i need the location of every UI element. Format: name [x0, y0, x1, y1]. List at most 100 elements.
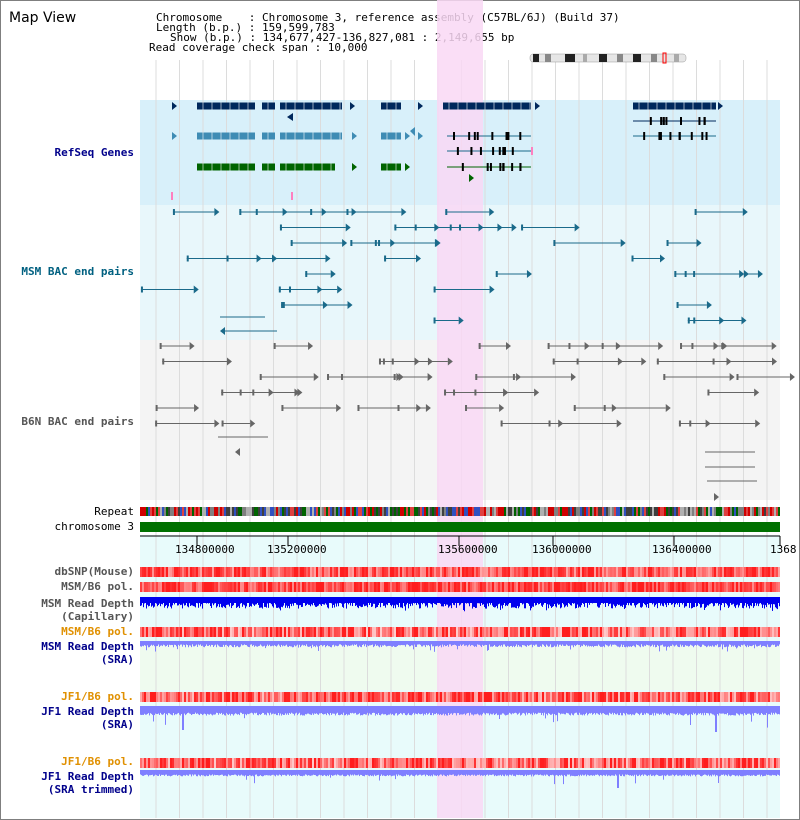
snp-density-cell: [536, 758, 538, 768]
snp-density-cell: [434, 582, 436, 592]
repeat-element: [750, 507, 752, 516]
snp-density-cell: [706, 627, 708, 637]
snp-density-cell: [202, 627, 204, 637]
chromosome-ideogram[interactable]: [529, 52, 689, 64]
track-label-chromosome[interactable]: chromosome 3: [54, 520, 134, 533]
track-label-dbsnp[interactable]: dbSNP(Mouse): [54, 565, 134, 578]
snp-density-cell: [190, 692, 192, 702]
repeat-element: [260, 507, 262, 516]
snp-density-cell: [352, 627, 354, 637]
bac-end-arrow: [294, 388, 300, 397]
read-depth-bar: [158, 641, 159, 645]
repeat-element: [490, 507, 492, 516]
repeat-element: [228, 507, 230, 516]
snp-density-cell: [468, 758, 470, 768]
snp-density-cell: [672, 758, 674, 768]
read-depth-bar: [481, 770, 482, 776]
track-label-b6n-bac[interactable]: B6N BAC end pairs: [21, 415, 134, 428]
read-depth-bar: [480, 770, 481, 776]
track-label-msm-pol[interactable]: MSM/B6 pol.: [61, 580, 134, 593]
read-depth-bar: [721, 641, 722, 645]
snp-density-cell: [738, 567, 740, 577]
snp-density-cell: [716, 582, 718, 592]
track-label-refseq[interactable]: RefSeq Genes: [54, 146, 134, 159]
snp-density-cell: [586, 582, 588, 592]
track-label-msm-depth-sra[interactable]: MSM Read Depth: [41, 640, 134, 653]
track-label-jf1-pol-2[interactable]: JF1/B6 pol.: [61, 755, 134, 768]
track-label-jf1-pol[interactable]: JF1/B6 pol.: [61, 690, 134, 703]
snp-density-cell: [442, 567, 444, 577]
read-depth-bar: [655, 770, 656, 776]
snp-density-cell: [672, 582, 674, 592]
snp-density-cell: [182, 567, 184, 577]
snp-density-cell: [234, 758, 236, 768]
read-depth-bar: [456, 641, 457, 646]
read-depth-bar: [220, 770, 221, 776]
read-depth-bar: [713, 706, 714, 715]
snp-density-cell: [672, 692, 674, 702]
read-depth-bar: [626, 641, 627, 647]
repeat-element: [600, 507, 602, 516]
snp-density-cell: [664, 692, 666, 702]
read-depth-bar: [733, 641, 734, 647]
repeat-element: [234, 507, 236, 516]
read-depth-bar: [405, 641, 406, 647]
read-depth-bar: [609, 641, 610, 646]
track-label-jf1-trimmed[interactable]: JF1 Read Depth: [41, 770, 134, 783]
snp-density-cell: [694, 627, 696, 637]
bac-end: [500, 420, 503, 427]
snp-density-cell: [550, 692, 552, 702]
read-depth-bar: [154, 706, 155, 716]
snp-density-cell: [462, 567, 464, 577]
snp-density-cell: [564, 692, 566, 702]
read-depth-bar: [480, 706, 481, 715]
read-depth-bar: [508, 641, 509, 647]
read-depth-bar: [703, 706, 704, 716]
read-depth-bar: [518, 641, 519, 645]
snp-density-cell: [614, 627, 616, 637]
snp-density-cell: [234, 627, 236, 637]
read-depth-bar: [700, 706, 701, 714]
snp-density-cell: [254, 582, 256, 592]
snp-density-cell: [386, 567, 388, 577]
snp-density-cell: [562, 567, 564, 577]
snp-density-cell: [148, 692, 150, 702]
snp-density-cell: [432, 758, 434, 768]
read-depth-bar: [318, 641, 319, 651]
track-label-jf1-depth[interactable]: JF1 Read Depth: [41, 705, 134, 718]
snp-density-cell: [762, 692, 764, 702]
read-depth-bar: [360, 770, 361, 775]
snp-density-cell: [518, 627, 520, 637]
snp-density-cell: [310, 627, 312, 637]
read-depth-bar: [401, 641, 402, 646]
read-depth-bar: [190, 706, 191, 714]
snp-density-cell: [740, 567, 742, 577]
snp-density-cell: [352, 692, 354, 702]
read-depth-bar: [524, 641, 525, 646]
snp-density-cell: [742, 567, 744, 577]
read-depth-bar: [250, 770, 251, 776]
track-label-msm-pol-2[interactable]: MSM/B6 pol.: [61, 625, 134, 638]
read-depth-bar: [255, 706, 256, 714]
track-label-repeat[interactable]: Repeat: [94, 505, 134, 518]
read-depth-bar: [205, 641, 206, 647]
read-depth-bar: [711, 706, 712, 714]
snp-density-cell: [426, 692, 428, 702]
read-depth-bar: [722, 770, 723, 775]
snp-density-cell: [582, 627, 584, 637]
read-depth-bar: [272, 641, 273, 646]
snp-density-cell: [222, 627, 224, 637]
repeat-element: [452, 507, 454, 516]
track-label-msm-depth-capillary[interactable]: MSM Read Depth: [41, 597, 134, 610]
read-depth-bar: [478, 641, 479, 645]
read-depth-bar: [679, 641, 680, 648]
snp-density-cell: [442, 692, 444, 702]
read-depth-bar: [774, 641, 775, 645]
track-label-msm-bac[interactable]: MSM BAC end pairs: [21, 265, 134, 278]
read-depth-bar: [200, 770, 201, 777]
snp-density-cell: [242, 582, 244, 592]
read-depth-bar: [259, 706, 260, 715]
snp-density-cell: [324, 567, 326, 577]
bac-end-arrow: [755, 419, 761, 428]
